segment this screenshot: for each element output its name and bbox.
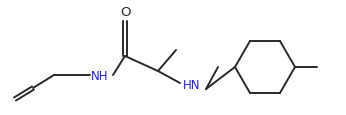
- Text: O: O: [120, 6, 130, 19]
- Text: HN: HN: [183, 79, 200, 92]
- Text: NH: NH: [91, 70, 109, 83]
